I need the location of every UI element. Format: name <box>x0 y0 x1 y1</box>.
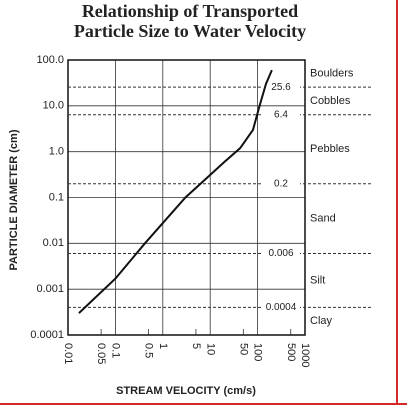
y-tick-label: 10.0 <box>43 100 64 112</box>
boundary-label-bg <box>262 108 300 121</box>
zone-label: Boulders <box>310 67 354 79</box>
zone-label: Silt <box>310 274 325 286</box>
x-tick-label: 500 <box>285 343 297 361</box>
y-tick-label: 100.0 <box>36 54 64 66</box>
boundary-label-bg <box>262 247 300 260</box>
x-tick-label: 10 <box>204 343 216 355</box>
data-line <box>78 69 273 314</box>
zone-label: Sand <box>310 213 336 225</box>
y-tick-label: 0.01 <box>43 237 64 249</box>
boundary-label: 0.2 <box>274 178 288 189</box>
x-axis-title: STREAM VELOCITY (cm/s) <box>116 385 256 397</box>
x-tick-label: 0.05 <box>95 343 107 364</box>
y-tick-label: 0.1 <box>49 191 64 203</box>
zone-label: Clay <box>310 315 333 327</box>
x-tick-label: 1000 <box>299 343 311 367</box>
x-tick-label: 100 <box>252 343 264 361</box>
plot-frame <box>67 59 306 336</box>
chart-title: Relationship of Transported <box>82 1 298 21</box>
y-tick-label: 0.0001 <box>30 329 64 341</box>
y-tick-label: 0.001 <box>36 283 64 295</box>
boundary-label-bg <box>262 301 300 314</box>
x-tick-label: 0.1 <box>109 343 121 358</box>
boundary-label: 0.0004 <box>266 302 297 313</box>
x-tick-label: 50 <box>237 343 249 355</box>
boundary-label: 6.4 <box>274 109 288 120</box>
y-tick-label: 1.0 <box>49 146 64 158</box>
boundary-label-bg <box>262 81 300 94</box>
zone-label: Cobbles <box>310 95 351 107</box>
boundary-label: 25.6 <box>271 82 291 93</box>
boundary-label: 0.006 <box>268 248 293 259</box>
chart-title: Particle Size to Water Velocity <box>74 21 306 41</box>
x-tick-label: 0.5 <box>143 343 155 358</box>
x-tick-label: 5 <box>190 343 202 349</box>
x-tick-label: 0.01 <box>62 343 74 364</box>
boundary-label-bg <box>262 177 300 190</box>
zone-label: Pebbles <box>310 143 350 155</box>
x-tick-label: 1 <box>157 343 169 349</box>
y-axis-title: PARTICLE DIAMETER (cm) <box>8 129 20 270</box>
